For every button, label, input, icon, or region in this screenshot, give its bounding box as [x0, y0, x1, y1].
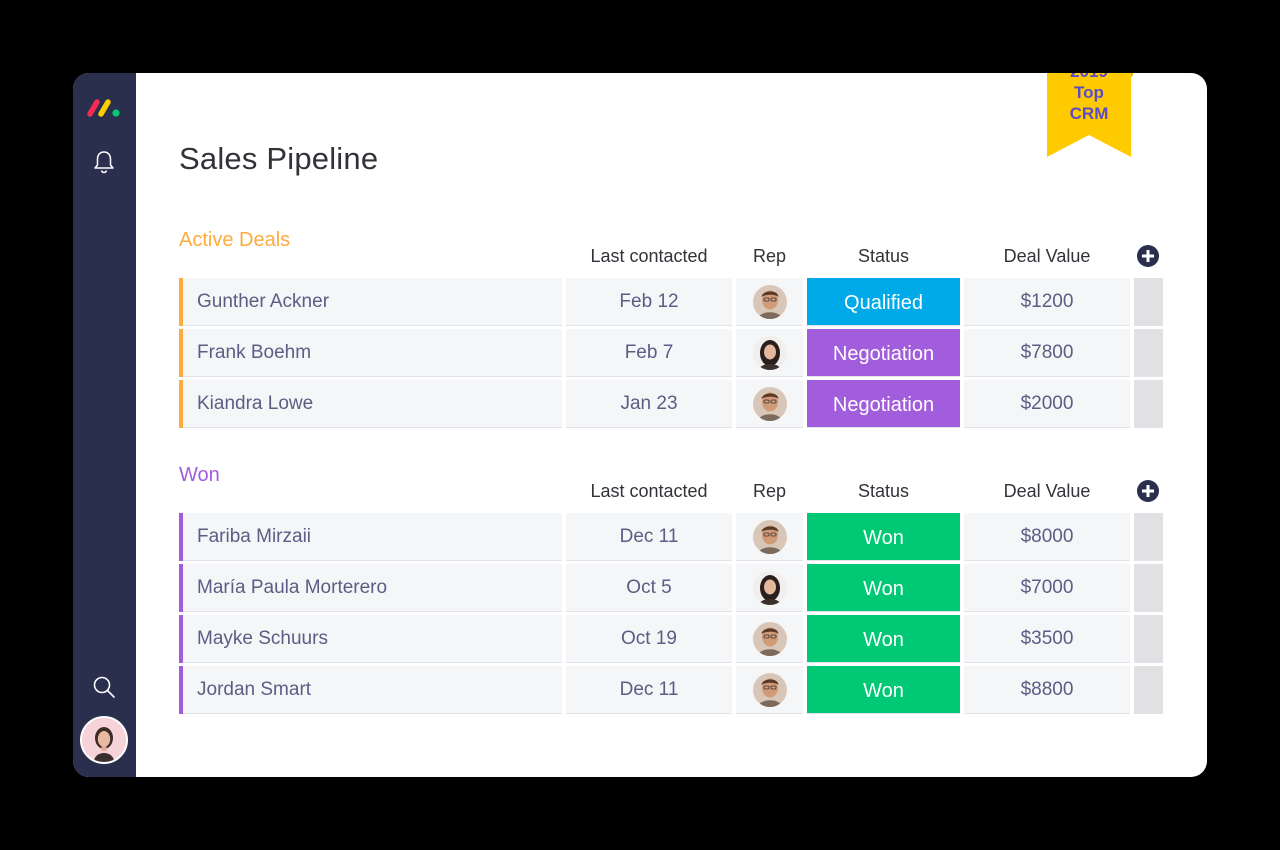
table-row[interactable]: María Paula Morterero Oct 5 Won $7000 [179, 564, 1163, 612]
deal-value-cell[interactable]: $8000 [964, 513, 1130, 561]
rep-cell[interactable] [736, 666, 803, 714]
last-contacted-cell[interactable]: Feb 12 [566, 278, 732, 326]
rep-cell[interactable] [736, 615, 803, 663]
item-name: Fariba Mirzaii [197, 525, 312, 547]
man-avatar [752, 672, 787, 707]
status-label[interactable]: Won [807, 666, 960, 714]
item-name-cell[interactable]: Fariba Mirzaii [179, 513, 562, 561]
last-contacted-cell[interactable]: Dec 11 [566, 666, 732, 714]
rep-cell[interactable] [736, 380, 803, 428]
rep-cell[interactable] [736, 278, 803, 326]
deal-value-cell[interactable]: $1200 [964, 278, 1130, 326]
table-row[interactable]: Jordan Smart Dec 11 Won $8800 [179, 666, 1163, 714]
status-label[interactable]: Won [807, 564, 960, 612]
search-icon[interactable] [92, 675, 116, 699]
status-label[interactable]: Qualified [807, 278, 960, 326]
row-extra-cell[interactable] [1134, 666, 1163, 714]
deal-value-cell[interactable]: $2000 [964, 380, 1130, 428]
table-row[interactable]: Kiandra Lowe Jan 23 Negotiation $2000 [179, 380, 1163, 428]
group-color-bar [179, 278, 183, 326]
item-name: Jordan Smart [197, 678, 312, 700]
group-title[interactable]: Won [179, 464, 220, 486]
column-header-status[interactable]: Status [857, 481, 910, 501]
deal-value-cell[interactable]: $3500 [964, 615, 1130, 663]
column-header-deal-value[interactable]: Deal Value [1003, 481, 1091, 501]
deal-value-cell[interactable]: $8800 [964, 666, 1130, 714]
column-header-last-contacted[interactable]: Last contacted [590, 246, 708, 266]
item-name: María Paula Morterero [197, 576, 388, 598]
award-ribbon-icon [1047, 73, 1133, 157]
status-label[interactable]: Won [807, 513, 960, 561]
item-name-cell[interactable]: María Paula Morterero [179, 564, 562, 612]
status-label[interactable]: Negotiation [807, 329, 960, 377]
group-title[interactable]: Active Deals [179, 229, 291, 251]
item-name-cell[interactable]: Frank Boehm [179, 329, 562, 377]
row-extra-cell[interactable] [1134, 564, 1163, 612]
woman-avatar [752, 570, 787, 605]
man-avatar [752, 386, 787, 421]
column-header-rep[interactable]: Rep [752, 246, 787, 266]
item-name: Gunther Ackner [197, 290, 330, 312]
sidebar [73, 73, 136, 777]
item-name-cell[interactable]: Gunther Ackner [179, 278, 562, 326]
badge-text: 2019 Top CRM [1047, 73, 1133, 124]
last-contacted-cell[interactable]: Jan 23 [566, 380, 732, 428]
item-name-cell[interactable]: Mayke Schuurs [179, 615, 562, 663]
status-label[interactable]: Negotiation [807, 380, 960, 428]
item-name: Mayke Schuurs [197, 627, 328, 649]
table-row[interactable]: Fariba Mirzaii Dec 11 Won $8000 [179, 513, 1163, 561]
table-row[interactable]: Gunther Ackner Feb 12 Qualified $1200 [179, 278, 1163, 326]
man-avatar [752, 519, 787, 554]
column-header-last-contacted[interactable]: Last contacted [590, 481, 708, 501]
status-label[interactable]: Won [807, 615, 960, 663]
row-extra-cell[interactable] [1134, 513, 1163, 561]
group-color-bar [179, 615, 183, 663]
rep-cell[interactable] [736, 513, 803, 561]
app-window: Sales Pipeline 2019 Top CRM Active Deals… [73, 73, 1207, 777]
last-contacted-cell[interactable]: Oct 19 [566, 615, 732, 663]
last-contacted-cell[interactable]: Feb 7 [566, 329, 732, 377]
column-header-status[interactable]: Status [857, 246, 910, 266]
table-row[interactable]: Frank Boehm Feb 7 Negotiation $7800 [179, 329, 1163, 377]
group-color-bar [179, 564, 183, 612]
group-color-bar [179, 329, 183, 377]
group-color-bar [179, 513, 183, 561]
column-header-rep[interactable]: Rep [752, 481, 787, 501]
man-avatar [752, 284, 787, 319]
last-contacted-cell[interactable]: Dec 11 [566, 513, 732, 561]
deal-value-cell[interactable]: $7000 [964, 564, 1130, 612]
deal-value-cell[interactable]: $7800 [964, 329, 1130, 377]
add-column-icon[interactable] [1137, 480, 1159, 502]
group-color-bar [179, 380, 183, 428]
page-title: Sales Pipeline [179, 141, 379, 176]
table-row[interactable]: Mayke Schuurs Oct 19 Won $3500 [179, 615, 1163, 663]
badge-crm: CRM [1069, 104, 1109, 123]
row-extra-cell[interactable] [1134, 278, 1163, 326]
logo-icon[interactable] [85, 95, 123, 119]
bell-icon[interactable] [92, 149, 116, 175]
item-name: Frank Boehm [197, 341, 312, 363]
row-extra-cell[interactable] [1134, 615, 1163, 663]
group-color-bar [179, 666, 183, 714]
badge-top: Top [1074, 83, 1104, 102]
row-extra-cell[interactable] [1134, 380, 1163, 428]
user-avatar[interactable] [80, 716, 128, 764]
woman-avatar [752, 335, 787, 370]
item-name: Kiandra Lowe [197, 392, 314, 414]
rep-cell[interactable] [736, 564, 803, 612]
column-header-deal-value[interactable]: Deal Value [1003, 246, 1091, 266]
rep-cell[interactable] [736, 329, 803, 377]
item-name-cell[interactable]: Jordan Smart [179, 666, 562, 714]
item-name-cell[interactable]: Kiandra Lowe [179, 380, 562, 428]
last-contacted-cell[interactable]: Oct 5 [566, 564, 732, 612]
man-avatar [752, 621, 787, 656]
row-extra-cell[interactable] [1134, 329, 1163, 377]
add-column-icon[interactable] [1137, 245, 1159, 267]
badge-year: 2019 [1045, 73, 1133, 82]
